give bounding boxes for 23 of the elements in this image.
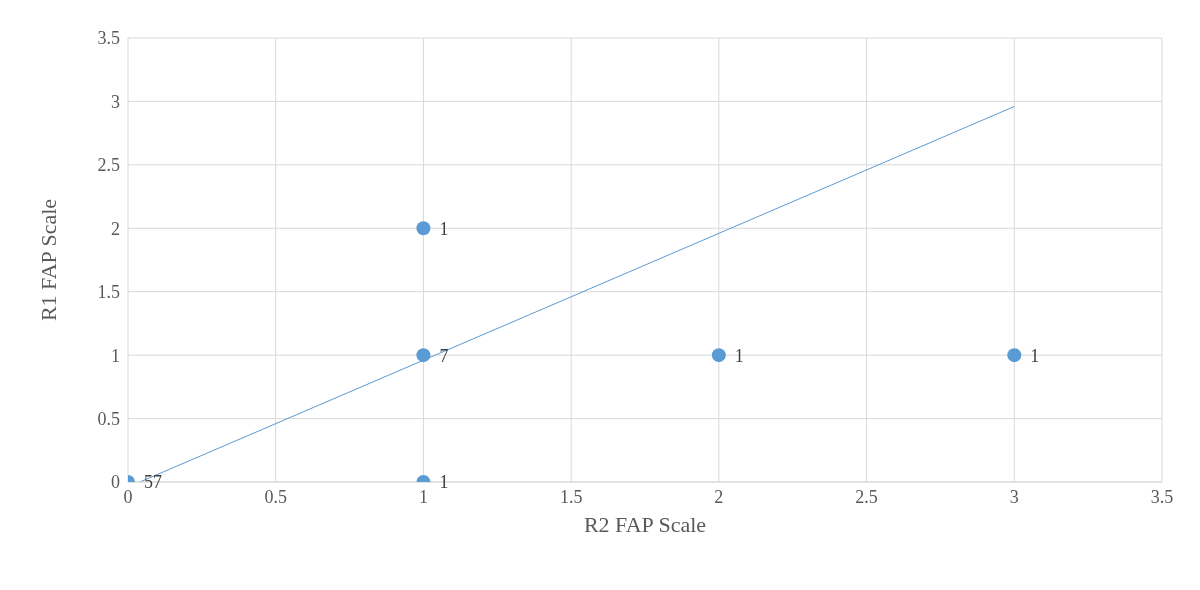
y-tick-label: 1 [111, 345, 120, 366]
x-tick-label: 2 [714, 486, 724, 507]
x-tick-label: 1 [418, 486, 428, 507]
annotation: 1 [1030, 345, 1040, 366]
x-tick-label: 2.5 [855, 486, 878, 507]
y-tick-label: 3.5 [97, 28, 120, 49]
y-tick-label: 0 [111, 472, 120, 493]
x-tick-label: 3 [1009, 486, 1019, 507]
x-axis-title: R2 FAP Scale [583, 512, 707, 537]
annotation: 7 [439, 345, 449, 366]
annotation: 1 [439, 472, 449, 493]
annotation: 57 [144, 472, 162, 493]
y-tick-label: 0.5 [97, 408, 120, 429]
annotation: 1 [734, 345, 744, 366]
y-tick-label: 1.5 [97, 282, 120, 303]
y-tick-label: 3 [111, 91, 120, 112]
x-tick-label: 0.5 [264, 486, 287, 507]
y-tick-label: 2.5 [97, 155, 120, 176]
y-tick-label: 2 [111, 218, 120, 239]
y-axis-title: R1 FAP Scale [35, 198, 61, 322]
annotation: 1 [439, 218, 449, 239]
x-tick-label: 1.5 [559, 486, 583, 507]
x-tick-label: 3.5 [1150, 486, 1174, 507]
